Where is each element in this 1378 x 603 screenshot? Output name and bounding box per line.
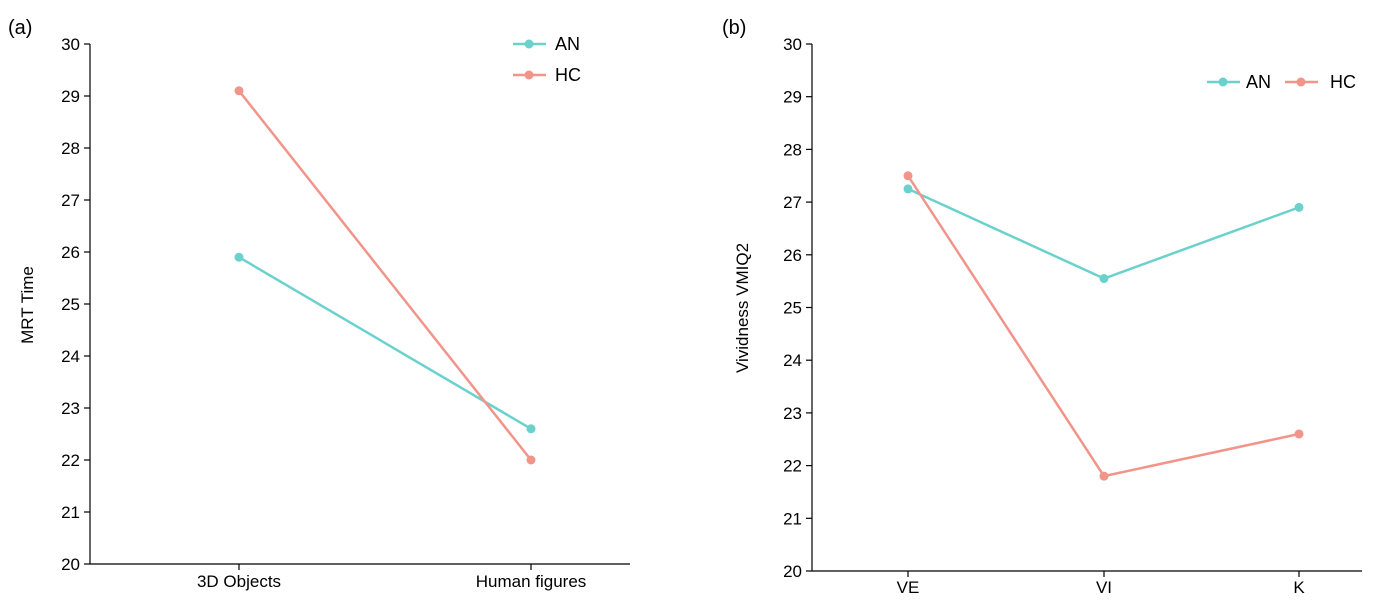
panel-a-y-tick-label: 30 — [61, 35, 80, 54]
panel-b-label: (b) — [722, 17, 746, 39]
panel-a-y-tick-label: 20 — [61, 555, 80, 574]
panel-a: (a) MRT Time 20 21 22 23 24 25 26 27 28 29 30 3D O… — [8, 17, 630, 591]
panel-b-point-hc — [1099, 471, 1109, 481]
panel-b-y-tick-label: 21 — [783, 509, 802, 528]
panel-a-x-tick-label: 3D Objects — [197, 572, 281, 591]
panel-a-y-tick-label: 27 — [61, 191, 80, 210]
panel-a-legend-label-hc: HC — [555, 65, 581, 85]
panel-a-y-tick-label: 28 — [61, 139, 80, 158]
panel-b-point-hc — [1294, 429, 1304, 439]
panel-b-legend-label-hc: HC — [1330, 72, 1356, 92]
panel-a-y-axis-label: MRT Time — [18, 266, 37, 344]
panel-a-y-tick-label: 26 — [61, 243, 80, 262]
panel-b-y-tick-label: 23 — [783, 404, 802, 423]
panel-b-series-line-hc — [906, 175, 1300, 478]
panel-b-y-ticks: 20 21 22 23 24 25 26 27 28 29 30 — [783, 35, 812, 581]
panel-b-x-tick-label: K — [1293, 578, 1305, 597]
panel-b-legend: AN HC — [1207, 72, 1356, 92]
panel-a-y-tick-label: 29 — [61, 87, 80, 106]
panel-b-x-tick-label: VI — [1096, 578, 1112, 597]
panel-a-label: (a) — [8, 17, 32, 39]
panel-a-legend-label-an: AN — [555, 34, 580, 54]
panel-b-legend-label-an: AN — [1246, 72, 1271, 92]
panel-a-legend-item-an: AN — [513, 34, 580, 54]
panel-b-x-ticks: VE VI K — [897, 571, 1305, 597]
panel-a-legend: AN HC — [513, 34, 581, 85]
panel-b-legend-marker-an — [1218, 77, 1228, 87]
panel-b-x-tick-label: VE — [897, 578, 920, 597]
panel-b-point-an — [1099, 274, 1109, 284]
panel-b-point-hc — [903, 171, 913, 181]
panel-b-point-an — [903, 184, 913, 194]
panel-b-series — [903, 171, 1304, 481]
panel-a-y-tick-label: 23 — [61, 399, 80, 418]
panel-b-y-tick-label: 25 — [783, 299, 802, 318]
panel-a-point-hc — [526, 455, 536, 465]
panel-a-y-tick-label: 25 — [61, 295, 80, 314]
panel-a-x-tick-label: Human figures — [476, 572, 587, 591]
panel-a-x-ticks: 3D Objects Human figures — [197, 564, 586, 591]
panel-b: (b) Vividness VMIQ2 20 21 22 23 24 25 26 27 28 29… — [722, 17, 1362, 597]
panel-a-y-tick-label: 24 — [61, 347, 80, 366]
panel-b-y-tick-label: 22 — [783, 457, 802, 476]
panel-b-y-axis-label: Vividness VMIQ2 — [733, 243, 752, 373]
panel-b-y-tick-label: 28 — [783, 140, 802, 159]
panel-a-point-an — [234, 252, 244, 262]
panel-a-series — [234, 86, 536, 465]
panel-a-y-tick-label: 21 — [61, 503, 80, 522]
panel-a-legend-marker-an — [524, 39, 534, 49]
panel-b-y-tick-label: 29 — [783, 88, 802, 107]
panel-b-legend-marker-hc — [1296, 77, 1306, 87]
panel-a-y-ticks: 20 21 22 23 24 25 26 27 28 29 30 — [61, 35, 90, 574]
panel-b-y-tick-label: 27 — [783, 193, 802, 212]
panel-b-point-an — [1294, 202, 1304, 212]
panel-a-series-line-hc — [238, 90, 532, 461]
panel-b-y-tick-label: 20 — [783, 562, 802, 581]
panel-b-y-tick-label: 24 — [783, 351, 802, 370]
panel-b-y-tick-label: 26 — [783, 246, 802, 265]
panel-a-point-an — [526, 424, 536, 434]
panel-b-legend-item-hc: HC — [1285, 72, 1356, 92]
panel-a-legend-marker-hc — [524, 70, 534, 80]
panel-b-y-tick-label: 30 — [783, 35, 802, 54]
panel-b-legend-item-an: AN — [1207, 72, 1271, 92]
panel-a-legend-item-hc: HC — [513, 65, 581, 85]
panel-a-y-tick-label: 22 — [61, 451, 80, 470]
panel-a-point-hc — [234, 86, 244, 96]
